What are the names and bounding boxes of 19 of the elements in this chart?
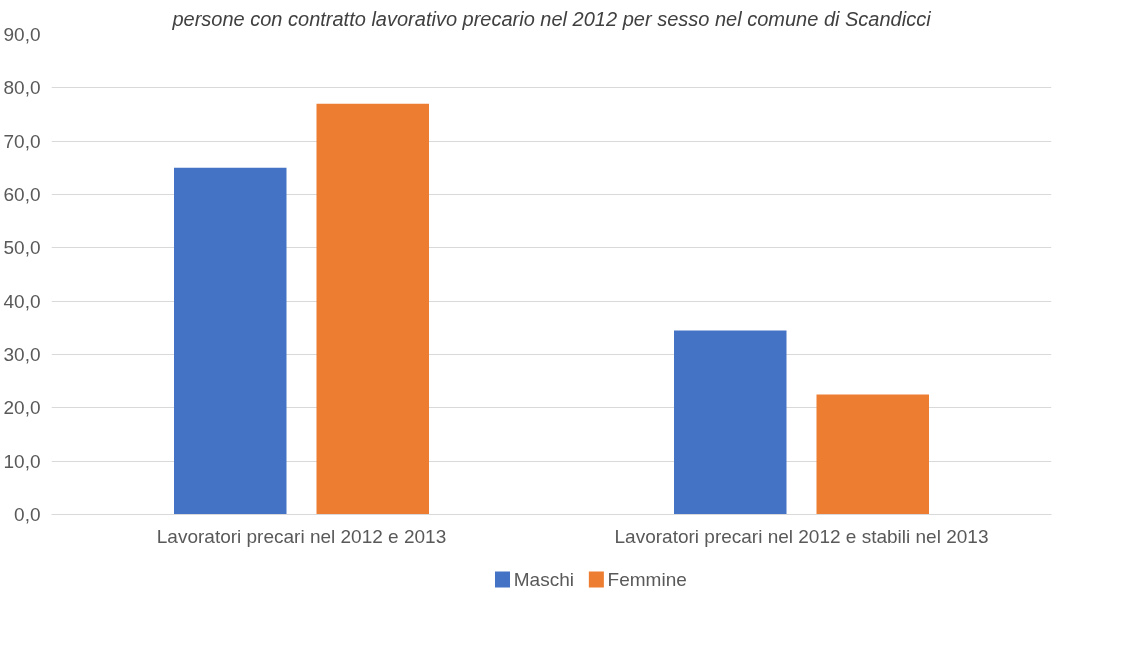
y-tick-label: 40,0 [3, 290, 41, 312]
y-tick-label: 90,0 [3, 24, 41, 45]
y-tick-label: 80,0 [3, 77, 41, 99]
legend-label: Femmine [607, 569, 687, 590]
bar [316, 103, 429, 515]
chart-title: persone con contratto lavorativo precario nel 2012 per sesso nel comune di Scandicci [171, 7, 932, 30]
y-tick-label: 20,0 [3, 397, 41, 419]
bar [674, 330, 787, 515]
y-tick-label: 0,0 [14, 504, 41, 525]
x-tick-label: Lavoratori precari nel 2012 e 2013 [156, 525, 447, 547]
bar [816, 394, 929, 515]
bar [174, 167, 287, 515]
y-tick-label: 30,0 [3, 344, 41, 365]
y-tick-label: 50,0 [3, 237, 41, 259]
legend-label: Maschi [513, 569, 574, 590]
y-tick-label: 70,0 [3, 130, 41, 152]
y-tick-label: 10,0 [3, 450, 41, 472]
y-tick-label: 60,0 [3, 184, 41, 205]
x-tick-label: Lavoratori precari nel 2012 e stabili nel 2013 [614, 525, 989, 547]
